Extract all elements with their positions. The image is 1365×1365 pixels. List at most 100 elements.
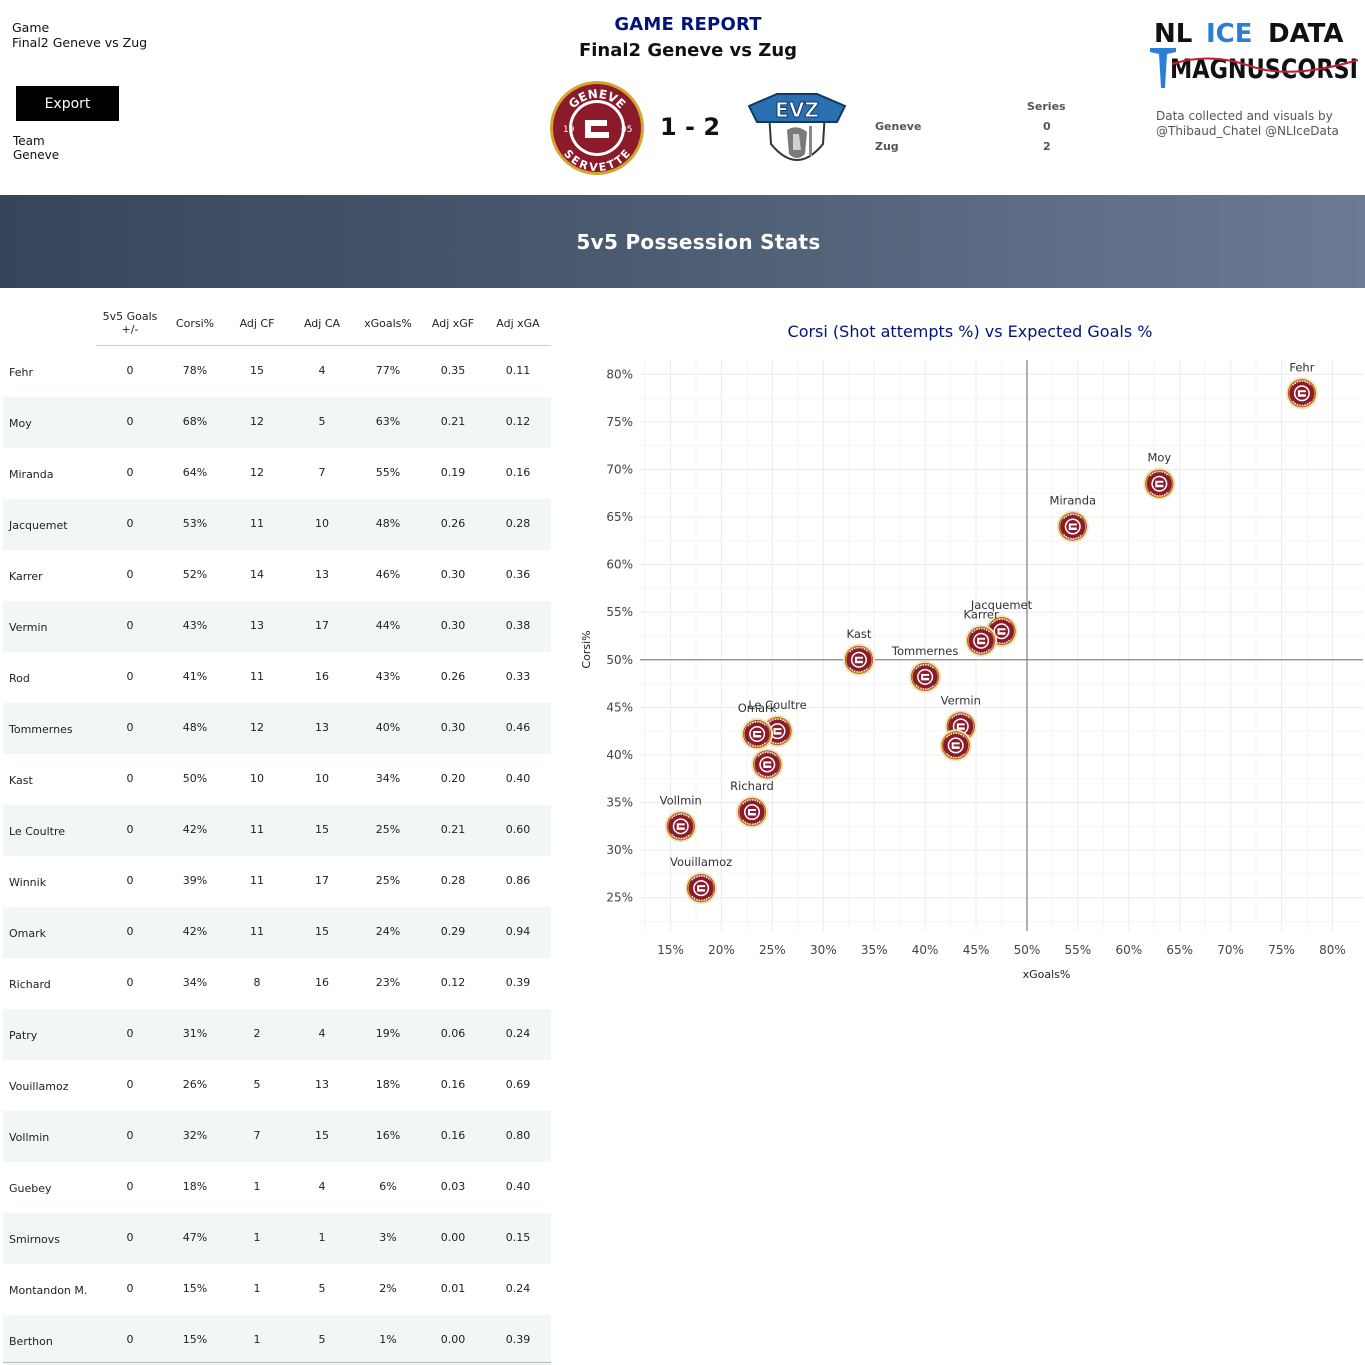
table-row: Rod 0 41% 11 16 43% 0.26 0.33 xyxy=(3,652,551,703)
stat-cell: 0.28 xyxy=(440,874,466,887)
team-filter[interactable]: Team Geneve xyxy=(13,134,59,162)
stat-cell: 0 xyxy=(126,415,134,428)
stat-cell: 0.39 xyxy=(505,1333,531,1346)
stat-cell: 0 xyxy=(126,1231,134,1244)
data-point[interactable] xyxy=(1143,467,1176,500)
data-point[interactable] xyxy=(985,615,1018,648)
stat-cell: 6% xyxy=(379,1180,397,1193)
stat-cell: 0.00 xyxy=(440,1333,466,1346)
stat-cell: 0.16 xyxy=(440,1078,466,1091)
column-header[interactable]: Corsi% xyxy=(175,316,215,330)
stat-cell: 0 xyxy=(126,721,134,734)
data-point[interactable] xyxy=(1056,510,1089,543)
stat-cell: 0 xyxy=(126,1282,134,1295)
report-subtitle: Final2 Geneve vs Zug xyxy=(578,40,798,61)
stat-cell: 0.46 xyxy=(505,721,531,734)
x-tick-label: 50% xyxy=(1014,943,1041,957)
stat-cell: 8 xyxy=(253,976,261,989)
stat-cell: 0 xyxy=(126,1180,134,1193)
data-point[interactable] xyxy=(939,729,972,762)
table-row: Berthon 0 15% 1 5 1% 0.00 0.39 xyxy=(3,1315,551,1365)
game-filter-value[interactable]: Final2 Geneve vs Zug xyxy=(12,35,148,50)
stat-cell: 25% xyxy=(375,823,401,836)
data-point[interactable] xyxy=(965,624,998,657)
data-point-label: Vermin xyxy=(941,693,981,707)
stat-cell: 18% xyxy=(182,1180,208,1193)
stat-cell: 15% xyxy=(182,1333,208,1346)
x-tick-label: 35% xyxy=(861,943,888,957)
column-header[interactable]: Adj CF xyxy=(239,316,275,330)
export-button[interactable]: Export xyxy=(16,86,119,121)
stat-cell: 0.26 xyxy=(440,517,466,530)
data-point[interactable] xyxy=(664,810,697,843)
data-point[interactable] xyxy=(751,748,784,781)
player-name-cell: Jacquemet xyxy=(9,519,68,532)
y-axis-title: Corsi% xyxy=(580,630,593,668)
stat-cell: 15 xyxy=(315,1129,329,1142)
y-tick-label: 65% xyxy=(606,510,633,524)
stat-cell: 5 xyxy=(318,1333,326,1346)
data-point[interactable] xyxy=(842,643,875,676)
stat-cell: 0.40 xyxy=(505,1180,531,1193)
column-header[interactable]: xGoals% xyxy=(364,316,412,330)
team-filter-value[interactable]: Geneve xyxy=(13,148,60,162)
stat-cell: 0 xyxy=(126,925,134,938)
stat-cell: 11 xyxy=(250,670,264,683)
stat-cell: 2% xyxy=(379,1282,397,1295)
player-name-cell: Guebey xyxy=(9,1182,52,1195)
data-point[interactable] xyxy=(685,872,718,905)
column-header[interactable]: Adj xGA xyxy=(496,316,540,330)
data-point-label: Kast xyxy=(846,627,871,641)
y-tick-label: 70% xyxy=(606,462,633,476)
stat-cell: 0 xyxy=(126,364,134,377)
stat-cell: 0.00 xyxy=(440,1231,466,1244)
stat-cell: 63% xyxy=(375,415,401,428)
stat-cell: 10 xyxy=(250,772,264,785)
x-tick-label: 65% xyxy=(1166,943,1193,957)
stat-cell: 19% xyxy=(375,1027,401,1040)
table-row: Richard 0 34% 8 16 23% 0.12 0.39 xyxy=(3,958,551,1009)
stat-cell: 0 xyxy=(126,772,134,785)
y-tick-label: 80% xyxy=(606,367,633,381)
data-point[interactable] xyxy=(741,718,774,751)
stat-cell: 0.20 xyxy=(440,772,466,785)
stat-cell: 15 xyxy=(315,925,329,938)
stat-cell: 0.01 xyxy=(440,1282,466,1295)
data-point-label: Le Coultre xyxy=(748,698,807,712)
possession-stats-table: 5v5 Goals +/- Corsi% Adj CF Adj CA xGoals% Ad… xyxy=(3,300,551,1365)
y-tick-label: 75% xyxy=(606,415,633,429)
column-header[interactable]: 5v5 Goals +/- xyxy=(102,310,158,336)
credit-text: Data collected and visuals by @Thibaud_C… xyxy=(1156,109,1339,139)
table-header: 5v5 Goals +/- Corsi% Adj CF Adj CA xGoals% Ad… xyxy=(96,300,551,346)
stat-cell: 48% xyxy=(182,721,208,734)
player-name-cell: Vermin xyxy=(9,621,48,634)
stat-cell: 0.26 xyxy=(440,670,466,683)
data-point[interactable] xyxy=(909,660,942,693)
stat-cell: 25% xyxy=(375,874,401,887)
table-row: Fehr 0 78% 15 4 77% 0.35 0.11 xyxy=(3,346,551,397)
x-tick-label: 20% xyxy=(708,943,735,957)
column-header[interactable]: Adj CA xyxy=(303,316,341,330)
series-row: Geneve 0 xyxy=(875,120,1075,136)
player-name-cell: Omark xyxy=(9,927,47,940)
away-logo-text: EVZ xyxy=(775,98,819,122)
stat-cell: 13 xyxy=(315,721,329,734)
home-logo-year-left: 19 xyxy=(563,125,575,135)
evz-logo-icon: EVZ xyxy=(747,93,847,161)
column-header[interactable]: Adj xGF xyxy=(431,316,475,330)
stat-cell: 0.40 xyxy=(505,772,531,785)
stat-cell: 78% xyxy=(182,364,208,377)
stat-cell: 0 xyxy=(126,1129,134,1142)
stat-cell: 0.39 xyxy=(505,976,531,989)
stat-cell: 0 xyxy=(126,568,134,581)
data-point[interactable] xyxy=(1285,377,1318,410)
stat-cell: 4 xyxy=(318,364,326,377)
stat-cell: 11 xyxy=(250,517,264,530)
data-point[interactable] xyxy=(736,796,769,829)
stat-cell: 42% xyxy=(182,823,208,836)
player-name-cell: Montandon M. xyxy=(9,1284,88,1297)
table-bottom-border xyxy=(3,1362,551,1363)
game-filter[interactable]: Game Final2 Geneve vs Zug xyxy=(12,20,147,50)
player-name-cell: Richard xyxy=(9,978,51,991)
nl-ice-data-logo: NL ICE DATA MAGNUSCORSI xyxy=(1150,19,1359,88)
